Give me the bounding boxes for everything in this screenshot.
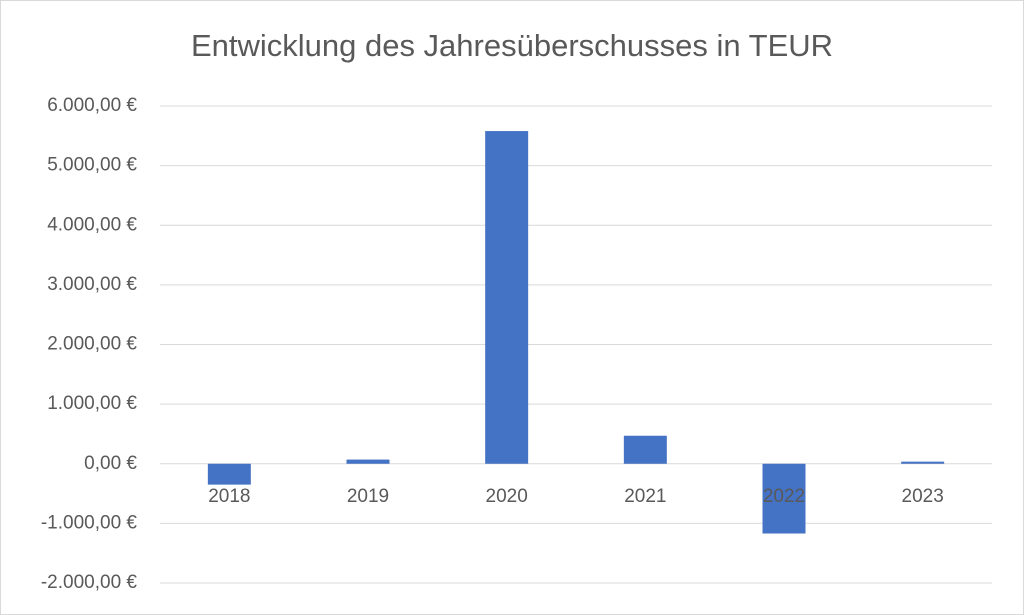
x-tick-label: 2019 — [347, 486, 389, 507]
y-tick-label: -1.000,00 € — [41, 512, 138, 533]
chart-title: Entwicklung des Jahresüberschusses in TE… — [191, 28, 833, 63]
y-tick-label: -2.000,00 € — [41, 572, 138, 593]
bar — [901, 461, 945, 464]
x-tick-label: 2023 — [902, 486, 944, 507]
y-tick-label: 2.000,00 € — [47, 334, 137, 355]
x-tick-label: 2022 — [763, 486, 805, 507]
x-tick-label: 2018 — [208, 486, 250, 507]
x-tick-label: 2020 — [486, 486, 528, 507]
y-tick-label: 6.000,00 € — [47, 95, 137, 116]
y-tick-label: 3.000,00 € — [47, 274, 137, 295]
y-tick-label: 4.000,00 € — [47, 214, 137, 235]
x-tick-label: 2021 — [624, 486, 666, 507]
bar — [485, 131, 529, 464]
bar — [346, 459, 390, 464]
bar — [762, 463, 806, 534]
bar — [623, 435, 667, 464]
y-tick-label: 1.000,00 € — [47, 393, 137, 414]
y-tick-label: 5.000,00 € — [47, 155, 137, 176]
bar — [207, 463, 251, 485]
y-tick-label: 0,00 € — [84, 453, 137, 474]
